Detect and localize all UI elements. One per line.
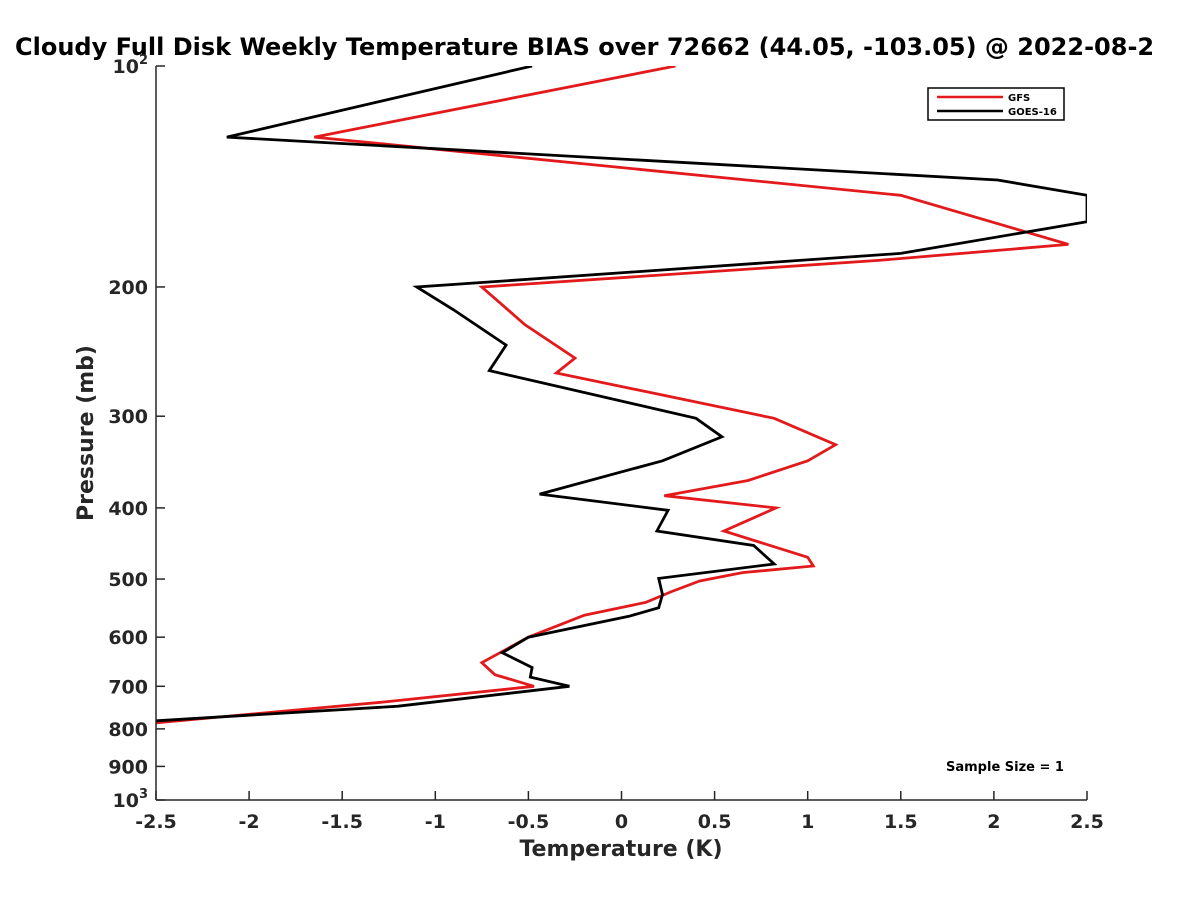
y-tick-label: 800	[108, 719, 148, 741]
y-tick-label: 500	[108, 569, 148, 591]
y-tick-label: 600	[108, 627, 148, 649]
series-line-goes16	[156, 66, 1087, 723]
x-axis-ticks: -2.5 -2 -1.5 -1 -0.5 0 0.5 1 1.5 2 2.5	[135, 791, 1104, 833]
x-tick-label: 0.5	[698, 811, 732, 833]
x-tick-label: 2.5	[1070, 811, 1104, 833]
y-tick-label: 103	[113, 787, 149, 812]
y-tick-label: 300	[108, 406, 148, 428]
chart-title: Cloudy Full Disk Weekly Temperature BIAS…	[15, 33, 1154, 61]
legend-box	[927, 87, 1065, 121]
y-tick-label: 900	[108, 756, 148, 778]
x-tick-label: -0.5	[508, 811, 550, 833]
x-tick-label: 1.5	[884, 811, 918, 833]
x-tick-label: 2	[987, 811, 1000, 833]
y-axis-ticks: 102 200 300 400 500 600 700 800 900 103	[108, 53, 165, 812]
sample-size-note: Sample Size = 1	[946, 760, 1064, 775]
legend-label-goes16: GOES-16	[1008, 107, 1057, 118]
y-tick-label: 700	[108, 676, 148, 698]
x-tick-label: 0	[615, 811, 628, 833]
legend: GFS GOES-16	[927, 87, 1065, 121]
y-axis-label: Pressure (mb)	[74, 345, 99, 521]
y-tick-label: 200	[108, 277, 148, 299]
legend-label-gfs: GFS	[1008, 93, 1030, 104]
y-tick-label: 102	[113, 53, 149, 78]
y-tick-label: 400	[108, 498, 148, 520]
x-tick-label: -1	[425, 811, 446, 833]
plot-lines	[156, 66, 1087, 725]
x-tick-label: -1.5	[321, 811, 363, 833]
x-axis-label: Temperature (K)	[519, 837, 722, 862]
x-tick-label: -2	[239, 811, 260, 833]
x-tick-label: -2.5	[135, 811, 177, 833]
x-tick-label: 1	[801, 811, 814, 833]
